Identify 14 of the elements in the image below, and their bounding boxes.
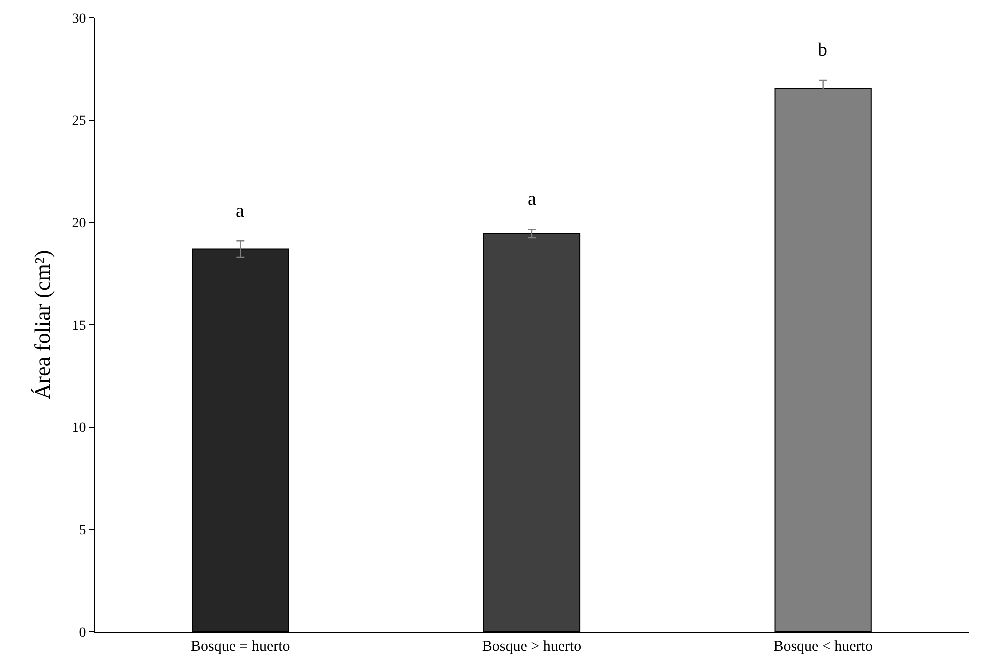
- annotation: a: [528, 189, 537, 210]
- annotation: b: [818, 40, 828, 61]
- y-tick-label: 10: [72, 421, 86, 436]
- x-tick-label: Bosque = huerto: [191, 639, 290, 655]
- y-tick-label: 0: [79, 626, 86, 641]
- y-tick-label: 20: [72, 216, 86, 232]
- y-axis-title: Área foliar (cm²): [30, 250, 55, 400]
- x-tick-label: Bosque > huerto: [482, 639, 582, 655]
- y-tick-label: 25: [72, 114, 86, 130]
- annotation: a: [236, 201, 245, 222]
- x-tick-label: Bosque < huerto: [774, 639, 873, 655]
- y-tick-label: 15: [72, 318, 86, 334]
- y-tick-label: 30: [72, 12, 86, 27]
- y-tick-label: 5: [79, 524, 86, 539]
